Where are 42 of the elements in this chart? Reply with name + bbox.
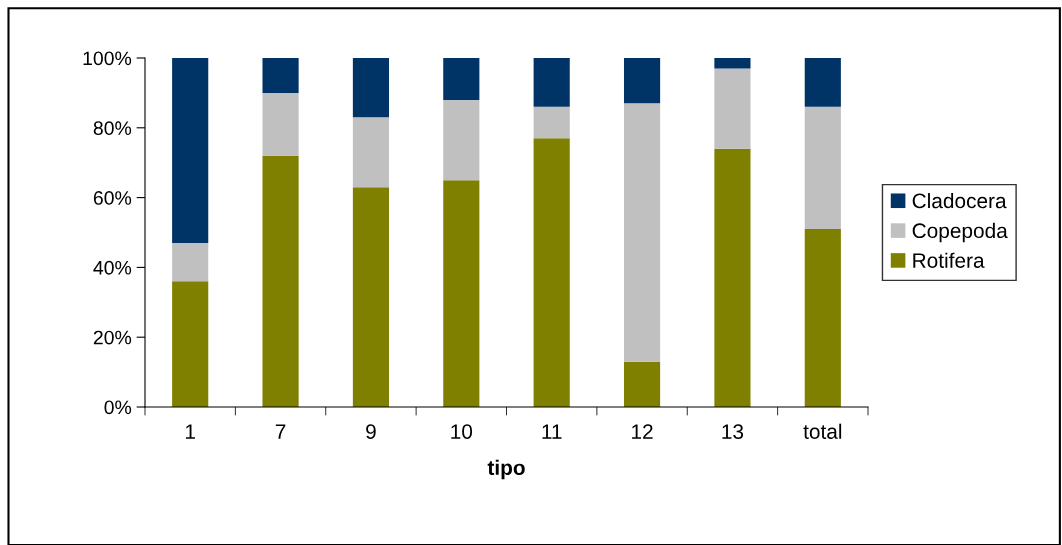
bar	[352, 187, 390, 407]
x-tick-label: 11	[542, 424, 562, 439]
bar	[262, 92, 299, 156]
x-tick-label: 13	[722, 424, 744, 439]
x-tick-label: 10	[451, 424, 473, 439]
bar	[262, 58, 299, 93]
bar	[804, 106, 841, 230]
bar	[443, 180, 480, 407]
bar	[623, 361, 661, 407]
bar	[623, 58, 661, 104]
bar	[533, 138, 570, 407]
bar	[443, 58, 480, 100]
x-tick-label: 12	[632, 424, 653, 439]
bar	[623, 103, 661, 362]
bar	[533, 58, 570, 107]
bar	[352, 117, 390, 188]
bar	[804, 58, 841, 107]
bar	[443, 99, 480, 181]
bar	[172, 281, 209, 407]
bar	[262, 155, 299, 407]
legend-label: Cladocera	[912, 192, 1007, 209]
y-tick-label: 100%	[83, 51, 132, 66]
x-tick-label: 7	[275, 424, 286, 439]
bar	[804, 229, 841, 407]
y-tick-label: 60%	[93, 191, 132, 205]
bar	[714, 68, 751, 149]
bar	[352, 58, 390, 118]
bar	[172, 242, 209, 282]
y-tick-label: 80%	[93, 121, 132, 136]
y-tick-label: 40%	[93, 260, 132, 275]
x-tick-label: 1	[185, 424, 195, 439]
y-tick-label: 0%	[104, 400, 132, 415]
bar	[714, 58, 751, 69]
x-axis-title: tipo	[487, 459, 525, 480]
legend-label: Copepoda	[912, 222, 1008, 243]
bar	[714, 148, 751, 407]
y-tick-label: 20%	[93, 330, 132, 345]
bar	[172, 58, 209, 243]
bar	[533, 106, 570, 139]
x-tick-label: 9	[366, 424, 376, 439]
legend-label: Rotifera	[913, 252, 985, 268]
x-tick-label: total	[803, 423, 842, 439]
